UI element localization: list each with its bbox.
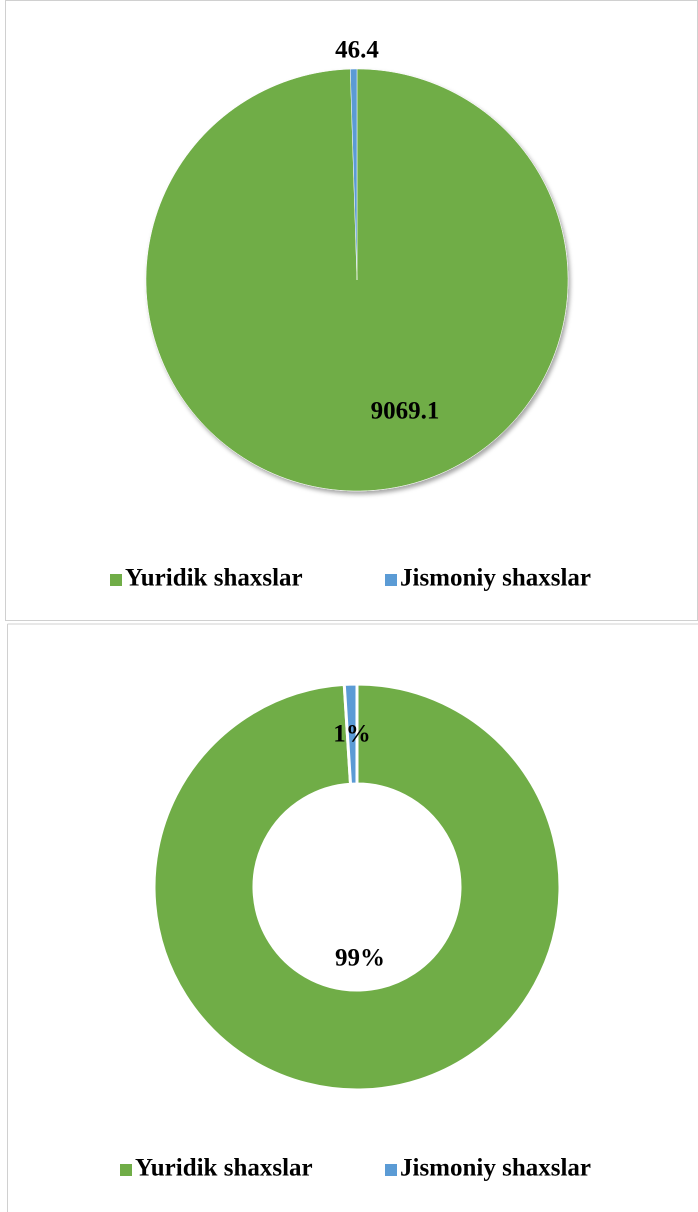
donut-slice — [342, 682, 359, 786]
legend-label: Yuridik shaxslar — [135, 1155, 313, 1182]
legend-swatch — [385, 574, 397, 586]
pie-slice — [349, 68, 358, 281]
data-label: 9069.1 — [371, 398, 440, 425]
data-label: 99% — [335, 945, 385, 972]
donut-slice — [152, 682, 562, 1092]
legend-label: Jismoniy shaxslar — [400, 565, 591, 592]
legend-swatch — [110, 574, 122, 586]
data-label: 46.4 — [335, 37, 379, 64]
legend-label: Jismoniy shaxslar — [400, 1155, 591, 1182]
legend-swatch — [120, 1164, 132, 1176]
data-label: 1% — [333, 721, 371, 748]
legend-label: Yuridik shaxslar — [125, 565, 303, 592]
legend-swatch — [385, 1164, 397, 1176]
